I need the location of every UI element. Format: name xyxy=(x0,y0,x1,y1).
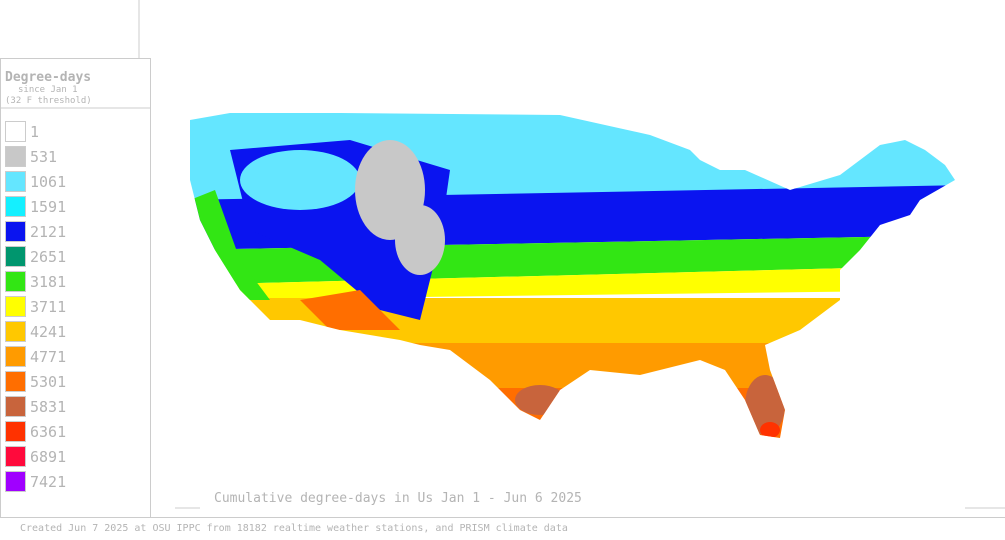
legend-label: 1 xyxy=(30,123,39,141)
map-region xyxy=(300,290,400,330)
map-region xyxy=(395,205,445,275)
footer: Created Jun 7 2025 at OSU IPPC from 1818… xyxy=(20,523,568,534)
legend-swatch xyxy=(5,346,26,367)
legend-swatch xyxy=(5,396,26,417)
legend-label: 4241 xyxy=(30,323,66,341)
map-region xyxy=(745,375,785,435)
map-region xyxy=(515,385,565,415)
legend-label: 2121 xyxy=(30,223,66,241)
legend-label: 531 xyxy=(30,148,57,166)
legend-label: 5831 xyxy=(30,398,66,416)
legend-swatch xyxy=(5,296,26,317)
map-region xyxy=(190,388,955,438)
legend-label: 3711 xyxy=(30,298,66,316)
legend-label: 3181 xyxy=(30,273,66,291)
legend-swatch xyxy=(5,146,26,167)
legend-swatch xyxy=(5,271,26,292)
legend-subtitle: since Jan 1 xyxy=(18,85,78,95)
map-region xyxy=(240,150,360,210)
legend-frame xyxy=(0,58,151,518)
legend-label: 1591 xyxy=(30,198,66,216)
legend-swatch xyxy=(5,321,26,342)
legend-swatch xyxy=(5,171,26,192)
legend-swatch xyxy=(5,196,26,217)
legend-label: 1061 xyxy=(30,173,66,191)
legend-swatch xyxy=(5,371,26,392)
legend-swatch xyxy=(5,471,26,492)
legend-swatch xyxy=(5,421,26,442)
map-region xyxy=(190,298,955,343)
legend-label: 6361 xyxy=(30,423,66,441)
legend-swatch xyxy=(5,121,26,142)
map-region xyxy=(760,422,780,438)
legend: 1 531 1061 1591 2121 2651 3181 3711 4241 4771 5301… xyxy=(5,121,66,492)
map-region xyxy=(190,343,955,388)
us-map xyxy=(190,113,955,438)
legend-swatch xyxy=(5,221,26,242)
legend-title: Degree-days xyxy=(5,70,91,85)
legend-label: 6891 xyxy=(30,448,66,466)
legend-label: 2651 xyxy=(30,248,66,266)
legend-swatch xyxy=(5,246,26,267)
legend-swatch xyxy=(5,446,26,467)
map-title: Cumulative degree-days in Us Jan 1 - Jun… xyxy=(214,491,582,506)
map-region xyxy=(190,190,270,300)
legend-label: 7421 xyxy=(30,473,66,491)
legend-label: 4771 xyxy=(30,348,66,366)
legend-note: (32 F threshold) xyxy=(5,96,92,106)
legend-label: 5301 xyxy=(30,373,66,391)
